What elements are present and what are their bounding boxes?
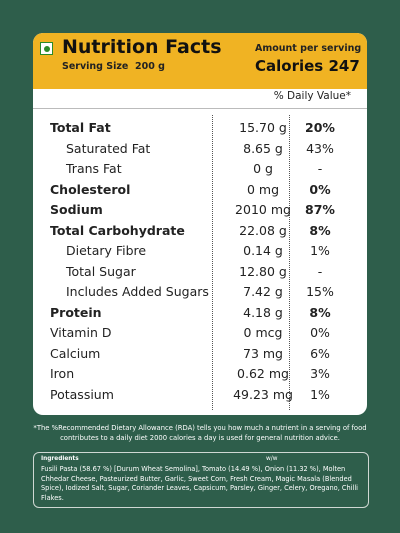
- ingredients-box: Ingredients w/w Fusili Pasta (58.67 %) […: [33, 452, 369, 508]
- nutrient-amount: 8.65 g: [243, 140, 283, 156]
- nutrient-dv: 6%: [310, 345, 330, 361]
- nutrient-row: Total Fat 15.70 g 20%: [33, 118, 367, 138]
- nutrient-dv: 87%: [305, 202, 335, 217]
- nutrient-row: Saturated Fat 8.65 g 43%: [33, 139, 367, 159]
- nutrient-name: Dietary Fibre: [66, 243, 147, 258]
- nutrient-name: Iron: [50, 366, 75, 381]
- label-card: Nutrition Facts Serving Size 200 g Amoun…: [33, 33, 367, 415]
- nutrient-row: Iron 0.62 mg 3%: [33, 364, 367, 384]
- nutrient-amount: 73 mg: [243, 345, 283, 361]
- nutrient-dv: -: [317, 263, 323, 279]
- ingredients-unit: w/w: [266, 456, 278, 462]
- nutrient-amount: 0 mg: [246, 181, 280, 197]
- footnote: *The %Recommended Dietary Allowance (RDA…: [33, 424, 367, 442]
- nutrient-row: Trans Fat 0 g -: [33, 159, 367, 179]
- nutrient-dv: 0%: [309, 181, 331, 197]
- nutrient-amount: 49.23 mg: [233, 386, 293, 402]
- nutrient-dv: 8%: [309, 222, 331, 238]
- nutrient-name: Calcium: [50, 345, 101, 361]
- ingredients-text: Fusili Pasta (58.67 %) [Durum Wheat Semo…: [41, 465, 359, 502]
- nutrient-amount: 0.62 mg: [237, 366, 289, 381]
- nutrient-row: Total Carbohydrate 22.08 g 8%: [33, 221, 367, 241]
- nutrient-name: Total Sugar: [66, 263, 136, 279]
- header-band: Nutrition Facts Serving Size 200 g Amoun…: [33, 33, 367, 89]
- nutrient-amount: 4.18 g: [243, 304, 283, 320]
- nutrient-dv: -: [317, 161, 323, 176]
- column-divider: [212, 115, 213, 410]
- nutrient-name: Protein: [50, 304, 102, 320]
- nutrient-amount: 7.42 g: [243, 284, 283, 299]
- nutrient-amount: 0.14 g: [243, 243, 283, 258]
- nutrient-name: Trans Fat: [66, 161, 122, 176]
- nutrient-amount: 2010 mg: [235, 202, 291, 217]
- nutrient-row: Vitamin D 0 mcg 0%: [33, 323, 367, 343]
- nutrient-amount: 15.70 g: [239, 120, 287, 135]
- nutrient-dv: 8%: [309, 304, 331, 320]
- serving-size: Serving Size 200 g: [62, 61, 165, 72]
- amount-label: Amount per serving: [255, 43, 362, 54]
- title: Nutrition Facts: [62, 36, 222, 58]
- nutrient-row: Sodium 2010 mg 87%: [33, 200, 367, 220]
- nutrient-amount: 0 g: [253, 161, 273, 176]
- nutrient-row: Dietary Fibre 0.14 g 1%: [33, 241, 367, 261]
- nutrient-name: Saturated Fat: [66, 140, 151, 156]
- nutrient-name: Potassium: [50, 386, 114, 402]
- divider: [33, 108, 367, 109]
- nutrient-dv: 15%: [306, 284, 334, 299]
- nutrient-name: Includes Added Sugars: [66, 284, 209, 299]
- nutrient-name: Total Fat: [50, 120, 111, 135]
- nutrient-dv: 3%: [310, 366, 330, 381]
- nutrient-name: Vitamin D: [50, 325, 112, 340]
- nutrient-amount: 0 mcg: [243, 325, 283, 340]
- nutrient-dv: 20%: [305, 120, 335, 135]
- nutrient-dv: 1%: [310, 386, 330, 402]
- nutrient-dv: 1%: [310, 243, 330, 258]
- dv-header: % Daily Value*: [273, 90, 351, 102]
- calories: Calories 247: [255, 57, 360, 75]
- nutrient-row: Total Sugar 12.80 g -: [33, 262, 367, 282]
- nutrient-row: Includes Added Sugars 7.42 g 15%: [33, 282, 367, 302]
- nutrient-dv: 0%: [310, 325, 330, 340]
- nutrient-amount: 12.80 g: [239, 263, 287, 279]
- nutrient-row: Potassium 49.23 mg 1%: [33, 385, 367, 405]
- nutrient-row: Protein 4.18 g 8%: [33, 303, 367, 323]
- nutrient-name: Total Carbohydrate: [50, 222, 185, 238]
- nutrient-name: Cholesterol: [50, 181, 131, 197]
- nutrient-amount: 22.08 g: [239, 222, 287, 238]
- nutrient-dv: 43%: [306, 140, 334, 156]
- nutrient-row: Cholesterol 0 mg 0%: [33, 180, 367, 200]
- nutrient-row: Calcium 73 mg 6%: [33, 344, 367, 364]
- nutrient-name: Sodium: [50, 202, 103, 217]
- ingredients-label: Ingredients: [41, 456, 79, 462]
- veg-icon: [40, 42, 53, 55]
- column-divider: [289, 115, 290, 410]
